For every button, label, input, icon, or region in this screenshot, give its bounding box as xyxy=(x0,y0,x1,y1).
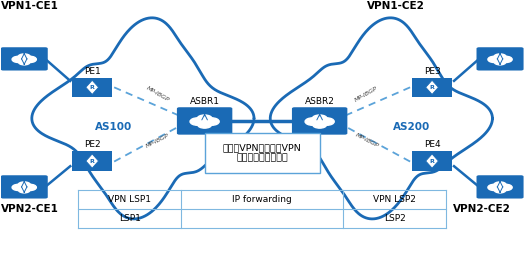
Text: IP forwarding: IP forwarding xyxy=(232,195,292,204)
Circle shape xyxy=(24,56,36,62)
Circle shape xyxy=(18,54,31,60)
Circle shape xyxy=(12,56,25,62)
Circle shape xyxy=(24,184,36,191)
Text: PE2: PE2 xyxy=(84,140,101,150)
Text: R: R xyxy=(430,85,434,90)
Circle shape xyxy=(488,56,501,62)
Text: MP-IBGP: MP-IBGP xyxy=(145,86,170,103)
Text: PE1: PE1 xyxy=(84,67,101,76)
FancyBboxPatch shape xyxy=(72,77,112,97)
Circle shape xyxy=(494,59,506,65)
Text: PE3: PE3 xyxy=(424,67,441,76)
Circle shape xyxy=(12,184,25,191)
Polygon shape xyxy=(86,80,99,94)
Text: LSP2: LSP2 xyxy=(384,214,406,223)
Circle shape xyxy=(18,182,31,188)
Text: VPN1-CE2: VPN1-CE2 xyxy=(367,1,425,11)
Text: R: R xyxy=(90,85,95,90)
Text: VPN LSP1: VPN LSP1 xyxy=(108,195,151,204)
FancyBboxPatch shape xyxy=(204,133,320,173)
Text: VPN2-CE2: VPN2-CE2 xyxy=(453,204,511,214)
FancyBboxPatch shape xyxy=(177,107,232,135)
Circle shape xyxy=(18,59,30,65)
Circle shape xyxy=(494,182,506,188)
Text: ASBR2: ASBR2 xyxy=(305,97,335,106)
Polygon shape xyxy=(426,154,438,168)
FancyBboxPatch shape xyxy=(476,175,523,199)
FancyBboxPatch shape xyxy=(72,151,112,171)
Circle shape xyxy=(494,54,506,60)
FancyBboxPatch shape xyxy=(292,107,347,135)
Text: PE4: PE4 xyxy=(424,140,441,150)
FancyBboxPatch shape xyxy=(412,77,452,97)
Circle shape xyxy=(197,115,212,122)
Text: MP-IBGP: MP-IBGP xyxy=(354,133,379,149)
Circle shape xyxy=(488,184,501,191)
Text: AS200: AS200 xyxy=(393,122,430,132)
Circle shape xyxy=(500,56,512,62)
Circle shape xyxy=(313,121,327,128)
Text: VPN1-CE1: VPN1-CE1 xyxy=(1,1,58,11)
Circle shape xyxy=(204,118,219,125)
Text: R: R xyxy=(90,159,95,164)
Text: VPN LSP2: VPN LSP2 xyxy=(373,195,416,204)
Circle shape xyxy=(312,115,327,122)
Text: ASBR1: ASBR1 xyxy=(190,97,220,106)
Text: LSP1: LSP1 xyxy=(119,214,141,223)
Circle shape xyxy=(305,118,320,125)
FancyBboxPatch shape xyxy=(1,175,48,199)
Text: 为每个VPN创建一个VPN
实例和一个逻辑接口: 为每个VPN创建一个VPN 实例和一个逻辑接口 xyxy=(223,143,301,162)
Circle shape xyxy=(190,118,205,125)
Text: MP-IBGP: MP-IBGP xyxy=(354,86,379,103)
Circle shape xyxy=(198,121,212,128)
Polygon shape xyxy=(426,80,438,94)
Text: VPN2-CE1: VPN2-CE1 xyxy=(1,204,58,214)
Text: MP-IBGP: MP-IBGP xyxy=(145,133,170,149)
Circle shape xyxy=(18,187,30,193)
FancyBboxPatch shape xyxy=(476,47,523,70)
FancyBboxPatch shape xyxy=(412,151,452,171)
Circle shape xyxy=(319,118,334,125)
Polygon shape xyxy=(86,154,99,168)
Circle shape xyxy=(500,184,512,191)
Text: AS100: AS100 xyxy=(94,122,132,132)
Circle shape xyxy=(494,187,506,193)
Text: R: R xyxy=(430,159,434,164)
FancyBboxPatch shape xyxy=(1,47,48,70)
